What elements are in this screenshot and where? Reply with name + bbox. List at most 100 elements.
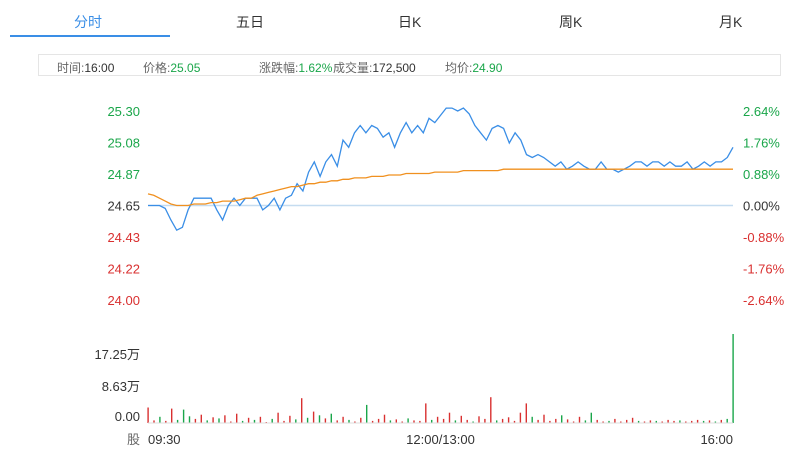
volume-bar (318, 415, 321, 423)
volume-bar (626, 419, 628, 423)
tab-intraday[interactable]: 分时 (74, 14, 102, 30)
time-info: 时间:16:00 (57, 59, 114, 76)
volume-bar (312, 411, 315, 423)
volume-bar (159, 416, 161, 423)
volume-bar (342, 416, 344, 423)
volume-bar (301, 398, 303, 423)
tab-five-day[interactable]: 五日 (236, 14, 264, 30)
volume-bar (348, 419, 350, 423)
volume-bar (454, 420, 457, 423)
volume-bar (176, 419, 179, 423)
volume-bar (366, 404, 368, 423)
quote-info-bar: 时间:16:00 价格:25.05 涨跌幅:1.62% 成交量:172,500 … (38, 54, 781, 76)
percent-axis-label: 1.76% (743, 136, 780, 151)
volume-bar (224, 415, 226, 423)
percent-axis-label: -0.88% (743, 230, 785, 245)
volume-bar (306, 417, 309, 423)
avg-info: 均价:24.90 (445, 59, 502, 76)
volume-bar (602, 421, 604, 423)
volume-bar (336, 420, 338, 423)
volume-value: 172,500 (372, 61, 416, 75)
price-axis-label: 24.00 (107, 293, 140, 308)
volume-axis-label: 8.63万 (102, 379, 140, 394)
volume-bar (295, 419, 297, 423)
time-value: 16:00 (84, 61, 115, 75)
period-tabs: 分时 五日 日K 周K 月K (0, 0, 803, 40)
volume-bar (484, 418, 486, 423)
volume-bar (543, 414, 545, 423)
volume-bar (230, 421, 232, 423)
price-value: 25.05 (170, 61, 201, 75)
volume-bar (596, 419, 598, 423)
volume-bar (578, 416, 581, 423)
volume-bar (425, 403, 427, 423)
volume-bar (726, 418, 728, 423)
volume-bar (371, 420, 374, 423)
volume-bar (389, 420, 392, 423)
volume-bar (732, 334, 734, 423)
volume-bar (501, 418, 504, 423)
volume-bar (555, 418, 557, 423)
volume-bar (277, 412, 279, 423)
volume-bar (708, 420, 711, 423)
change-info: 涨跌幅:1.62% (259, 59, 332, 76)
volume-bar (401, 421, 403, 423)
volume-bar (496, 420, 498, 423)
volume-bar (572, 421, 575, 423)
tab-daily-k[interactable]: 日K (398, 14, 422, 30)
volume-bar (531, 416, 533, 423)
volume-bar (153, 420, 155, 423)
volume-bar (649, 420, 652, 423)
percent-axis-label: 0.00% (743, 199, 780, 214)
volume-bar (608, 420, 610, 423)
volume-info: 成交量:172,500 (333, 59, 416, 76)
volume-bar (460, 415, 462, 423)
volume-bar (212, 417, 214, 423)
volume-bar (360, 417, 362, 423)
volume-unit-label: 股 (127, 432, 140, 447)
volume-bar (171, 408, 173, 423)
volume-bar (584, 420, 587, 423)
volume-bar (247, 417, 250, 423)
average-price-line (147, 168, 733, 207)
time-axis-label: 12:00/13:00 (406, 432, 475, 447)
price-axis-label: 25.08 (107, 136, 140, 151)
volume-bar (271, 418, 273, 423)
volume-bar (472, 421, 474, 423)
volume-bar (590, 412, 592, 423)
volume-bar (377, 418, 380, 423)
avg-value: 24.90 (472, 61, 503, 75)
volume-bar (448, 412, 451, 423)
volume-axis-label: 17.25万 (94, 347, 140, 362)
volume-bar (513, 420, 516, 423)
volume-bar (566, 419, 569, 423)
tab-weekly-k[interactable]: 周K (559, 14, 583, 30)
price-axis-label: 24.65 (107, 199, 140, 214)
volume-bar (537, 419, 539, 423)
volume-bar (436, 416, 439, 423)
percent-axis-label: -2.64% (743, 293, 785, 308)
volume-bar (490, 397, 492, 423)
volume-bar (218, 418, 220, 423)
volume-bar (679, 420, 681, 423)
volume-bar (188, 416, 191, 423)
volume-bar (673, 420, 675, 423)
tab-monthly-k[interactable]: 月K (719, 14, 743, 30)
volume-bar (383, 414, 386, 423)
price-label: 价格: (143, 61, 171, 75)
active-tab-indicator (10, 35, 170, 37)
volume-bar (283, 420, 285, 423)
volume-bar (525, 403, 527, 423)
volume-bar (354, 421, 356, 423)
percent-axis-label: -1.76% (743, 262, 785, 277)
volume-bar (661, 421, 663, 423)
volume-bar (182, 409, 185, 423)
volume-bar (330, 413, 332, 423)
volume-bar (324, 418, 327, 423)
price-axis-label: 24.43 (107, 230, 140, 245)
volume-bar (478, 416, 480, 423)
volume-bar (253, 419, 256, 423)
volume-bar (431, 419, 433, 423)
volume-bar (413, 420, 415, 423)
avg-label: 均价: (445, 61, 473, 75)
